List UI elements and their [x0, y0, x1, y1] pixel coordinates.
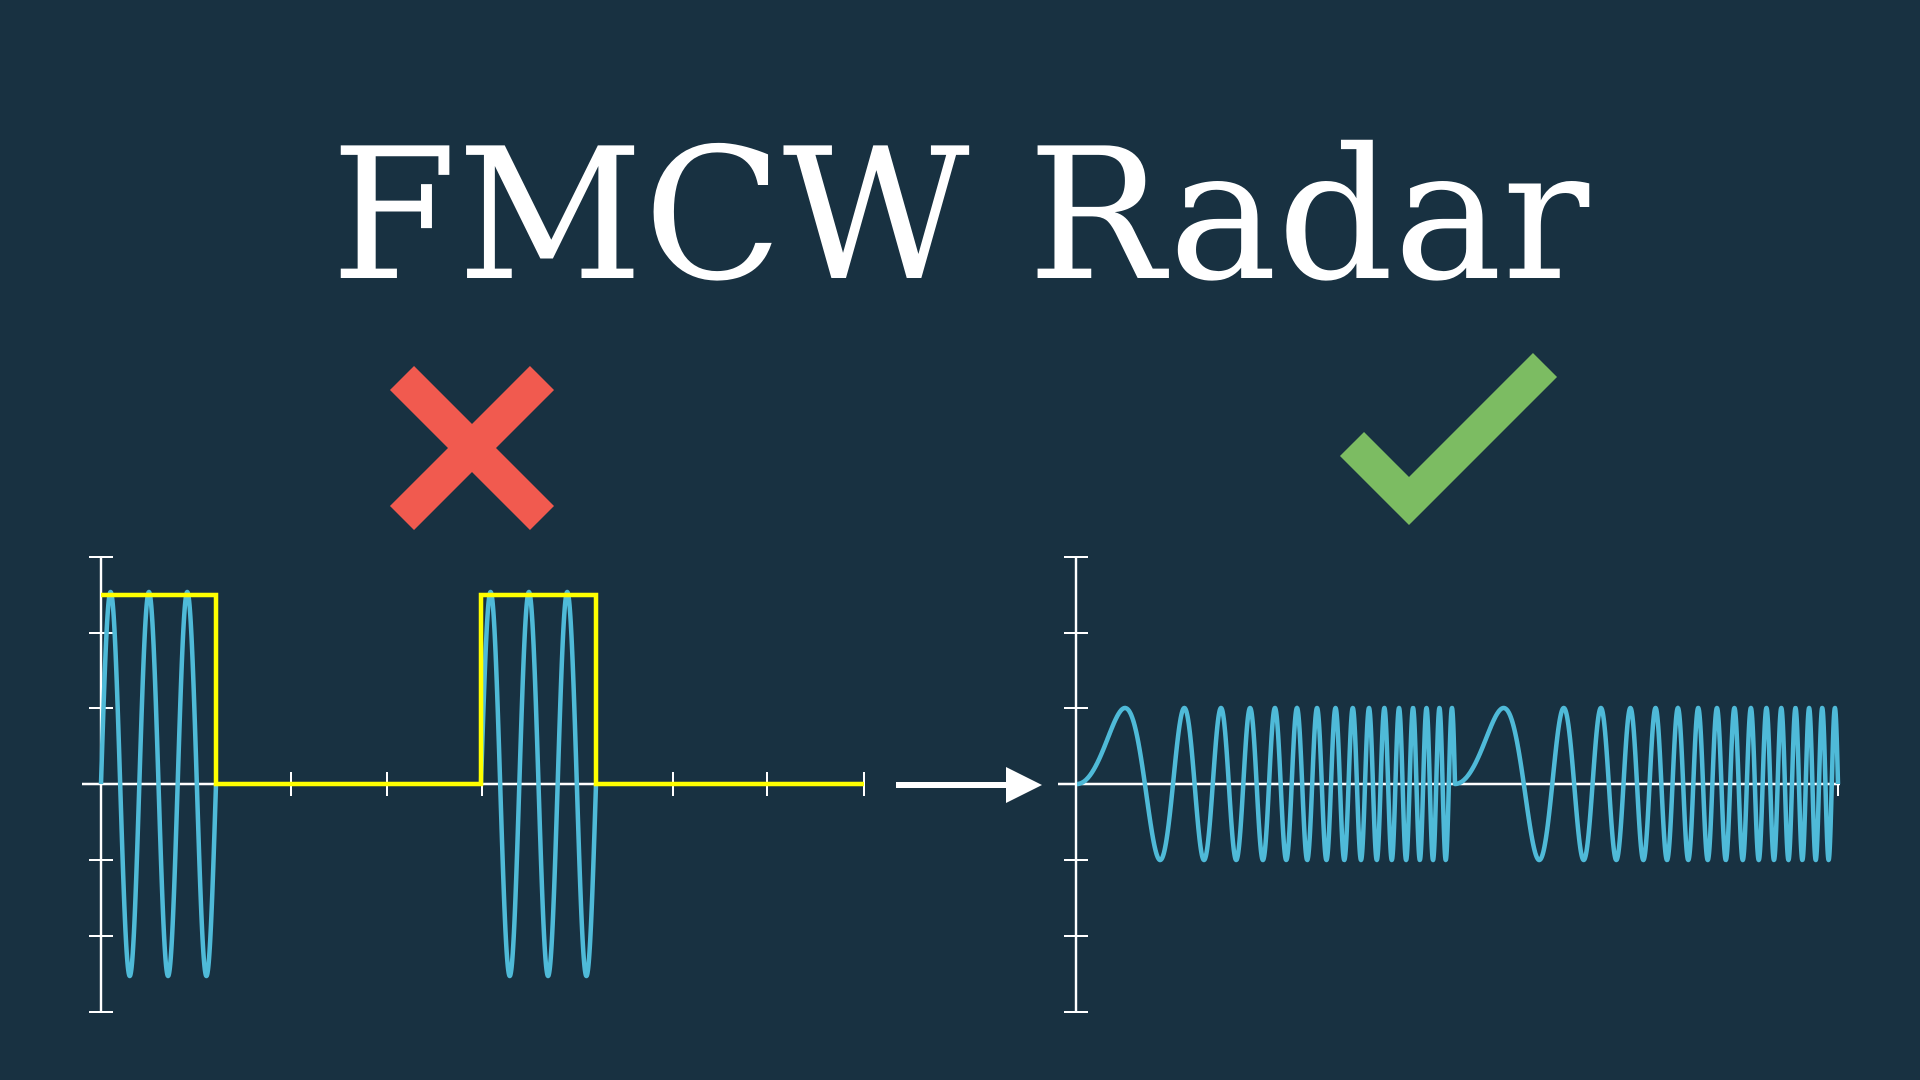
page-title: FMCW Radar	[331, 109, 1590, 321]
right-arrow-icon	[896, 767, 1042, 803]
pulse-envelope	[101, 592, 864, 787]
pulsed-sine-wave	[98, 589, 599, 979]
pulsed-radar-plot	[82, 556, 865, 1013]
fmcw-plot	[1058, 556, 1841, 1013]
fmcw-chirp-wave	[1075, 705, 1841, 863]
check-icon	[1339, 352, 1558, 526]
fmcw-axis-ticks	[1064, 556, 1839, 1013]
cross-icon	[389, 365, 555, 531]
